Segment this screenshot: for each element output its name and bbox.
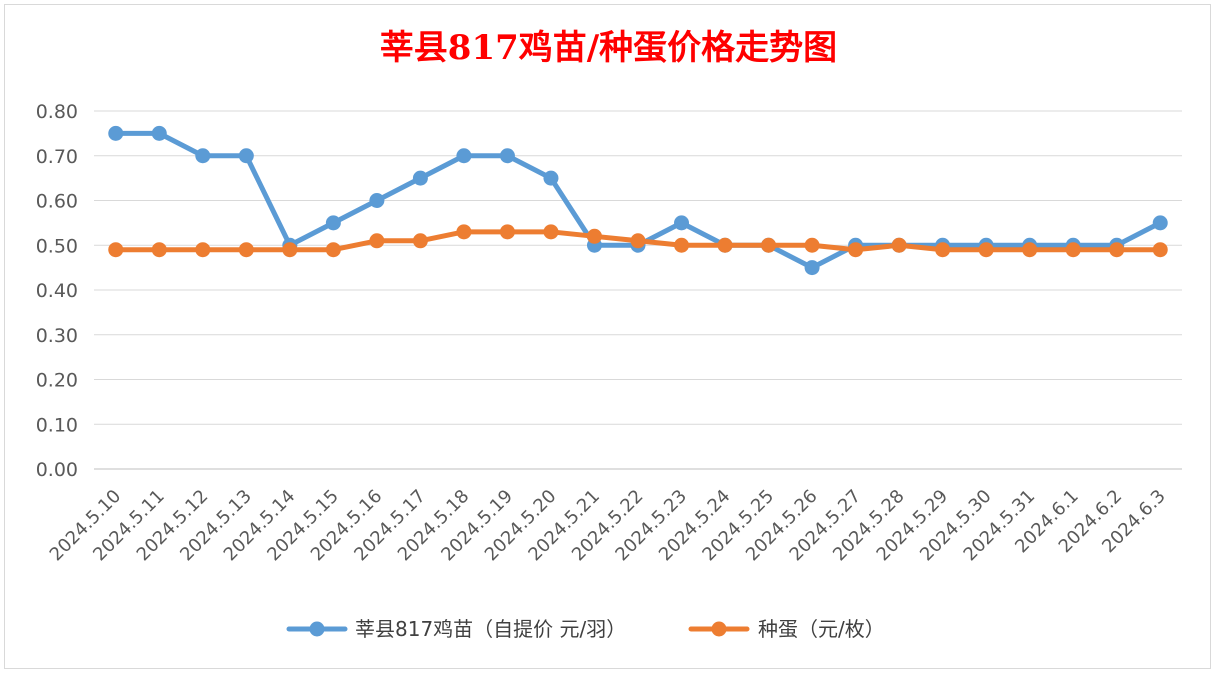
data-point [325, 215, 341, 231]
legend-label: 种蛋（元/枚） [758, 617, 885, 641]
data-point [238, 148, 254, 164]
data-point [108, 242, 124, 258]
y-tick-label: 0.30 [36, 325, 78, 347]
data-point [717, 237, 733, 253]
y-tick-label: 0.20 [36, 370, 78, 392]
data-point [151, 125, 167, 141]
data-point [674, 237, 690, 253]
data-point [282, 242, 298, 258]
y-tick-label: 0.80 [36, 101, 78, 123]
data-point [369, 233, 385, 249]
legend: 莘县817鸡苗（自提价 元/羽） 种蛋（元/枚） [286, 617, 885, 641]
data-point [761, 237, 777, 253]
data-point [412, 233, 428, 249]
data-point [935, 242, 951, 258]
data-point [456, 224, 472, 240]
data-point [804, 237, 820, 253]
y-tick-label: 0.50 [36, 235, 78, 257]
data-point [1152, 215, 1168, 231]
data-point [891, 237, 907, 253]
data-point [108, 125, 124, 141]
data-point [1022, 242, 1038, 258]
data-point [499, 148, 515, 164]
data-point [238, 242, 254, 258]
series-layer [108, 125, 1168, 276]
legend-swatch-marker [711, 621, 727, 637]
data-point [848, 242, 864, 258]
y-axis-ticks: 0.00 0.10 0.20 0.30 0.40 0.50 0.60 0.70 0.80 [36, 101, 78, 481]
legend-label: 莘县817鸡苗（自提价 元/羽） [355, 617, 626, 641]
x-axis-ticks: 2024.5.102024.5.112024.5.122024.5.132024… [46, 486, 1170, 566]
data-point [804, 260, 820, 276]
legend-swatch-marker [309, 621, 325, 637]
data-point [325, 242, 341, 258]
data-point [543, 170, 559, 186]
chart-title: 莘县817鸡苗/种蛋价格走势图 [379, 28, 838, 68]
data-point [151, 242, 167, 258]
data-point [412, 170, 428, 186]
data-point [499, 224, 515, 240]
y-tick-label: 0.60 [36, 191, 78, 213]
legend-item-2: 种蛋（元/枚） [688, 617, 885, 641]
data-point [978, 242, 994, 258]
grid-layer [94, 110, 1182, 470]
series-2 [108, 224, 1168, 258]
data-point [586, 228, 602, 244]
legend-item-1: 莘县817鸡苗（自提价 元/羽） [286, 617, 626, 641]
data-point [1152, 242, 1168, 258]
y-tick-label: 0.70 [36, 146, 78, 168]
data-point [456, 148, 472, 164]
y-tick-label: 0.10 [36, 414, 78, 436]
data-point [195, 242, 211, 258]
data-point [1109, 242, 1125, 258]
data-point [369, 193, 385, 208]
chart-frame [4, 4, 1211, 669]
data-point [674, 215, 690, 231]
data-point [543, 224, 559, 240]
data-point [630, 233, 646, 249]
data-point [1065, 242, 1081, 258]
y-tick-label: 0.40 [36, 280, 78, 302]
y-tick-label: 0.00 [36, 459, 78, 481]
data-point [195, 148, 211, 164]
